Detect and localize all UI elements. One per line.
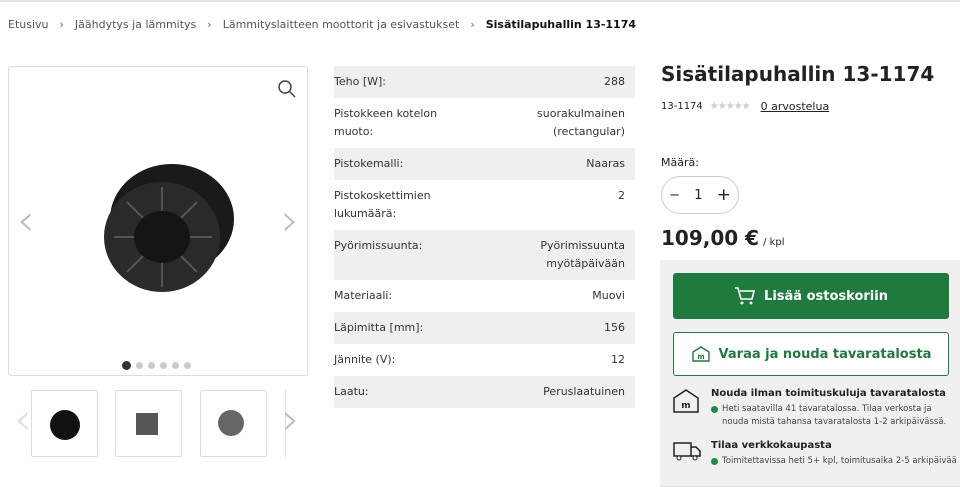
spec-label: Pistokkeen kotelon muoto: (334, 107, 438, 138)
previous-image-arrow-icon[interactable]: ‹ (17, 195, 35, 246)
spec-row: Jännite (V): 12 (334, 344, 635, 376)
price: 109,00 € / kpl (661, 226, 785, 250)
thumbnails-prev-icon[interactable]: ‹ (14, 394, 32, 445)
specifications-table: Teho [W]: 288 Pistokkeen kotelon muoto: suo… (334, 66, 635, 408)
product-sku: 13-1174 (661, 101, 703, 112)
svg-text:m: m (681, 401, 690, 411)
spec-value: Peruslaatuinen (543, 385, 625, 398)
breadcrumb-current: Sisätilapuhallin 13-1174 (485, 17, 637, 31)
reviews-link[interactable]: 0 arvostelua (760, 100, 830, 113)
svg-text:m: m (697, 353, 704, 361)
online-order-title: Tilaa verkkokaupasta (711, 440, 832, 451)
product-header: Sisätilapuhallin 13-1174 13-1174 ★★★★★ 0… (661, 62, 960, 113)
pagination-dot[interactable] (136, 362, 143, 369)
pickup-info: m Nouda ilman toimituskuluja tavaratalos… (672, 388, 957, 429)
chevron-right-icon: › (59, 17, 64, 31)
spec-value: 2 (618, 189, 625, 202)
price-value: 109,00 € (661, 226, 760, 250)
store-icon: m (673, 389, 699, 413)
breadcrumb-subcategory[interactable]: Lämmityslaitteen moottorit ja esivastuks… (222, 17, 460, 31)
spec-row: Materiaali: Muovi (334, 280, 635, 312)
online-availability: Toimitettavissa heti 5+ kpl, toimitusaik… (711, 455, 957, 468)
quantity-stepper[interactable]: − 1 + (661, 176, 739, 214)
rating-stars-icon: ★★★★★ (709, 101, 751, 112)
breadcrumb-category[interactable]: Jäähdytys ja lämmitys (74, 17, 197, 31)
pagination-dot[interactable] (148, 362, 155, 369)
pagination-dot[interactable] (122, 361, 131, 370)
pickup-title: Nouda ilman toimituskuluja tavaratalosta (711, 388, 946, 399)
thumbnail-partial (285, 390, 286, 457)
spec-label: Jännite (V): (334, 353, 396, 366)
chevron-right-icon: › (470, 17, 475, 31)
spec-row: Laatu: Peruslaatuinen (334, 376, 635, 408)
spec-label: Laatu: (334, 385, 369, 398)
spec-row: Teho [W]: 288 (334, 66, 635, 98)
spec-row: Pyörimissuunta: Pyörimissuunta myötäpäivä… (334, 230, 635, 280)
spec-label: Teho [W]: (334, 75, 386, 88)
chevron-right-icon: › (207, 17, 212, 31)
spec-label: Materiaali: (334, 289, 393, 302)
store-icon: m (691, 346, 710, 362)
spec-row: Pistokemalli: Naaras (334, 148, 635, 180)
reserve-label: Varaa ja nouda tavaratalosta (718, 346, 932, 362)
spec-row: Läpimitta [mm]: 156 (334, 312, 635, 344)
product-photo (104, 164, 234, 292)
spec-value: 288 (604, 75, 625, 88)
thumbnail[interactable] (200, 390, 267, 457)
purchase-panel: Lisää ostoskoriin m Varaa ja nouda tavar… (660, 260, 960, 487)
spec-value: Pyörimissuunta myötäpäivään (540, 239, 625, 270)
quantity-label: Määrä: (661, 156, 699, 169)
cart-icon (735, 287, 756, 305)
spec-label: Pyörimissuunta: (334, 239, 423, 252)
pickup-availability: Heti saatavilla 41 tavaratalossa. Tilaa … (711, 403, 957, 429)
truck-icon (673, 442, 701, 461)
breadcrumb: Etusivu › Jäähdytys ja lämmitys › Lämmitys… (0, 0, 960, 46)
add-to-cart-label: Lisää ostoskoriin (764, 288, 888, 304)
pagination-dot[interactable] (172, 362, 179, 369)
reserve-pickup-button[interactable]: m Varaa ja nouda tavaratalosta (673, 332, 949, 376)
pagination-dot[interactable] (160, 362, 167, 369)
quantity-value[interactable]: 1 (694, 187, 703, 203)
product-image-viewer[interactable]: ‹ › (8, 66, 308, 376)
spec-label: Läpimitta [mm]: (334, 321, 424, 334)
price-unit: / kpl (763, 237, 785, 248)
online-order-info: Tilaa verkkokaupasta Toimitettavissa het… (672, 440, 957, 468)
spec-value: 12 (611, 353, 625, 366)
spec-row: Pistokkeen kotelon muoto: suorakulmainen … (334, 98, 635, 148)
spec-value: Naaras (586, 157, 625, 170)
image-pagination (122, 361, 191, 370)
spec-label: Pistokemalli: (334, 157, 404, 170)
add-to-cart-button[interactable]: Lisää ostoskoriin (673, 273, 949, 319)
product-title: Sisätilapuhallin 13-1174 (661, 62, 935, 86)
spec-label: Pistokoskettimien lukumäärä: (334, 189, 431, 220)
minus-icon[interactable]: − (669, 187, 680, 203)
spec-value: suorakulmainen (rectangular) (537, 107, 625, 138)
thumbnails-next-icon[interactable]: › (282, 394, 300, 445)
spec-row: Pistokoskettimien lukumäärä: 2 (334, 180, 635, 230)
pagination-dot[interactable] (184, 362, 191, 369)
zoom-icon[interactable] (277, 79, 297, 99)
thumbnail-image (218, 410, 244, 436)
breadcrumb-home[interactable]: Etusivu (8, 17, 49, 31)
plus-icon[interactable]: + (716, 185, 731, 205)
spec-value: Muovi (592, 289, 625, 302)
spec-value: 156 (604, 321, 625, 334)
thumbnail[interactable] (115, 390, 182, 457)
thumbnail-image (50, 410, 80, 440)
next-image-arrow-icon[interactable]: › (281, 195, 299, 246)
thumbnail-image (136, 413, 158, 435)
thumbnail[interactable] (31, 390, 98, 457)
